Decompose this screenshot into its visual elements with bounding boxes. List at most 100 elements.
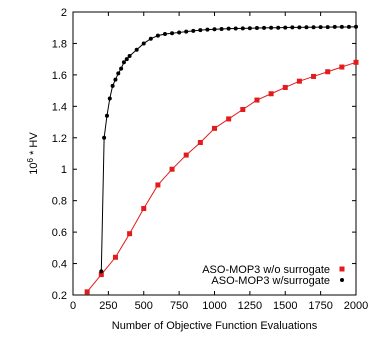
data-point [148,36,153,41]
data-point [107,96,112,101]
data-point [254,26,259,31]
data-point [183,152,189,158]
y-tick-label: 1.4 [52,101,67,113]
data-point [141,206,147,212]
data-point [339,24,344,29]
data-point [184,29,189,34]
data-point [110,83,115,88]
data-point [269,25,274,30]
data-point [98,272,104,278]
data-point [254,97,260,103]
legend-label: ASO-MOP3 w/o surrogate [202,264,330,276]
data-point [155,182,161,188]
data-point [197,139,203,145]
data-point [311,25,316,30]
data-point [113,77,118,82]
x-tick-label: 750 [170,300,188,312]
y-axis-label-rest: * HV [28,132,40,158]
data-point [282,84,288,90]
data-point [311,73,317,79]
data-point [198,28,203,33]
data-point [116,71,121,76]
data-point [332,24,337,29]
x-tick-label: 1750 [308,300,332,312]
x-tick-label: 500 [135,300,153,312]
y-tick-label: 1.6 [52,70,67,82]
data-point [121,60,126,65]
data-point [233,26,238,31]
data-point [191,28,196,33]
data-point [346,24,351,29]
y-tick-label: 1 [61,164,67,176]
y-axis-label: 106 * HV [26,132,41,175]
data-point [268,91,274,97]
data-point [318,25,323,30]
data-point [102,135,107,140]
x-tick-label: 1500 [273,300,297,312]
data-point [240,106,246,112]
data-point [353,59,359,65]
data-point [240,26,245,31]
ticks: 0 250 500 750 1000 1250 1500 1750 2000 0.2 0.4 0.6 0… [52,7,369,312]
y-tick-label: 0.2 [52,290,67,302]
data-point [170,31,175,36]
data-point [325,25,330,30]
y-tick-label: 0.8 [52,196,67,208]
legend-label: ASO-MOP3 w/surrogate [211,275,330,287]
y-tick-label: 1.8 [52,38,67,50]
x-tick-label: 250 [99,300,117,312]
data-point [212,125,217,131]
data-point [290,25,295,30]
series-line [100,26,357,272]
x-tick-label: 0 [70,300,76,312]
data-point [169,166,175,172]
data-point [162,32,167,37]
y-axis-label-exponent: 6 [26,157,35,162]
x-axis-label: Number of Objective Function Evaluations [112,320,318,332]
x-tick-label: 1250 [238,300,262,312]
data-point [262,25,267,30]
data-point [134,47,139,52]
data-point [112,254,118,260]
y-tick-label: 0.6 [52,227,67,239]
plot-frame [72,11,357,296]
data-point [141,41,146,46]
y-axis-label-base: 10 [28,162,40,174]
legend-marker [339,266,345,272]
y-tick-label: 0.4 [52,259,67,271]
data-point [276,25,281,30]
plot-area [72,11,357,296]
x-tick-label: 2000 [344,300,368,312]
data-point [297,25,302,30]
data-point [354,24,358,29]
data-point [283,25,288,30]
data-point [339,64,345,70]
data-point [119,66,124,71]
data-point [226,116,232,122]
data-point [247,26,252,31]
data-point [124,57,129,62]
data-point [325,69,331,75]
data-point [219,26,224,31]
data-point [177,30,182,35]
y-tick-label: 1.2 [52,133,67,145]
data-point [104,113,109,118]
series [84,24,359,295]
series-1 [84,59,359,295]
legend-marker [340,278,344,282]
data-point [205,27,210,32]
data-point [226,26,231,31]
x-tick-label: 1000 [202,300,226,312]
data-point [304,25,309,30]
y-tick-label: 2 [61,7,67,19]
data-point [84,289,90,295]
series-line [86,61,357,293]
data-point [212,27,217,32]
series-2 [99,24,358,274]
data-point [99,269,104,274]
data-point [296,78,302,84]
data-point [127,231,133,237]
data-point [127,54,132,59]
